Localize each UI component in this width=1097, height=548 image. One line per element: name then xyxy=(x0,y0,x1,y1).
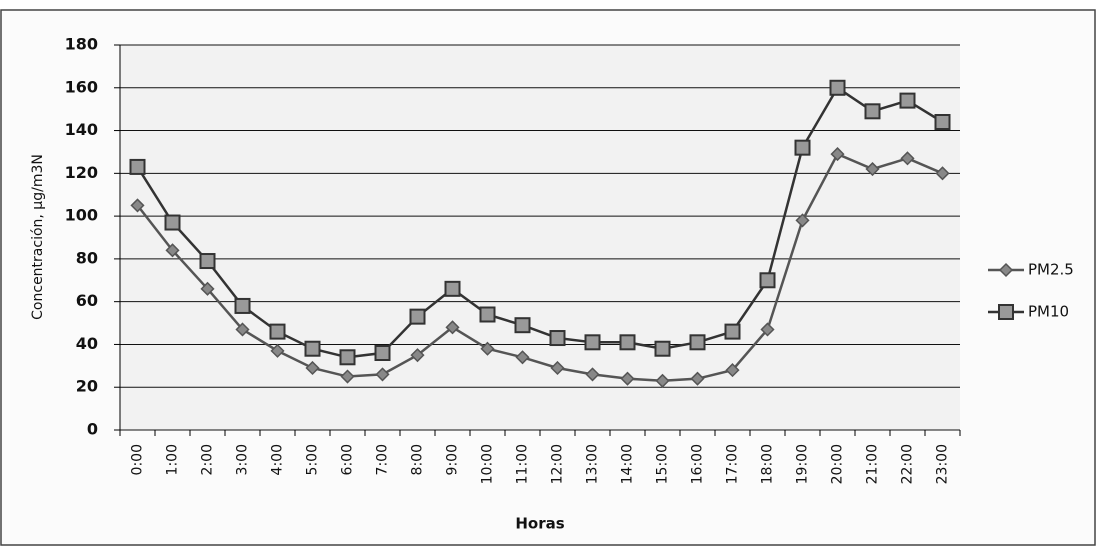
x-tick-label: 21:00 xyxy=(865,444,881,484)
point-marker xyxy=(654,340,671,357)
point-marker xyxy=(340,369,355,384)
point-marker xyxy=(794,139,811,156)
point-marker xyxy=(444,280,461,297)
point-marker xyxy=(760,322,775,337)
y-axis-title: Concentración, µg/m3N xyxy=(30,154,46,320)
point-marker xyxy=(584,334,601,351)
y-tick-label: 20 xyxy=(76,377,98,396)
y-tick-label: 0 xyxy=(87,420,98,439)
point-marker xyxy=(900,151,915,166)
series-line xyxy=(136,152,943,383)
x-tick-label: 12:00 xyxy=(550,444,566,484)
x-tick-label: 9:00 xyxy=(445,444,461,475)
point-marker xyxy=(829,79,846,96)
point-marker xyxy=(130,198,145,213)
point-marker xyxy=(304,340,321,357)
x-axis-title: Horas xyxy=(515,515,564,533)
point-marker xyxy=(235,322,250,337)
point-marker xyxy=(759,272,776,289)
x-tick-label: 18:00 xyxy=(760,444,776,484)
y-tick-label: 120 xyxy=(65,163,98,182)
point-marker xyxy=(935,166,950,181)
legend-label: PM10 xyxy=(1028,303,1069,321)
x-tick-label: 16:00 xyxy=(690,444,706,484)
point-marker xyxy=(864,103,881,120)
point-marker xyxy=(199,253,216,270)
x-tick-label: 14:00 xyxy=(620,444,636,484)
y-tick-label: 160 xyxy=(65,77,98,96)
y-tick-label: 100 xyxy=(65,206,98,225)
x-tick-label: 4:00 xyxy=(270,444,286,475)
point-marker xyxy=(830,147,845,162)
point-marker xyxy=(998,304,1014,320)
point-marker xyxy=(724,323,741,340)
point-marker xyxy=(445,320,460,335)
point-marker xyxy=(305,360,320,376)
y-tick-label: 40 xyxy=(76,334,98,353)
point-marker xyxy=(619,334,636,351)
x-tick-label: 15:00 xyxy=(655,444,671,484)
x-tick-label: 8:00 xyxy=(410,444,426,475)
point-marker xyxy=(269,323,286,340)
point-marker xyxy=(585,367,600,382)
x-tick-label: 23:00 xyxy=(935,444,951,484)
point-marker xyxy=(725,363,740,378)
x-tick-label: 13:00 xyxy=(585,444,601,484)
point-marker xyxy=(689,334,706,351)
point-marker xyxy=(480,341,495,356)
y-tick-label: 60 xyxy=(76,291,98,310)
point-marker xyxy=(200,281,215,296)
x-tick-label: 22:00 xyxy=(900,444,916,484)
point-marker xyxy=(375,367,390,382)
x-tick-label: 11:00 xyxy=(515,444,531,484)
x-tick-label: 3:00 xyxy=(235,444,251,475)
point-marker xyxy=(409,308,426,325)
x-tick-label: 7:00 xyxy=(375,444,391,475)
point-marker xyxy=(998,262,1014,278)
point-marker xyxy=(934,114,951,130)
point-marker xyxy=(479,306,496,323)
y-tick-label: 80 xyxy=(76,248,98,267)
point-marker xyxy=(549,330,566,347)
x-tick-label: 5:00 xyxy=(305,444,321,475)
x-tick-label: 17:00 xyxy=(725,444,741,484)
point-marker xyxy=(129,158,146,175)
point-marker xyxy=(270,343,285,358)
point-marker xyxy=(550,360,565,376)
x-tick-label: 6:00 xyxy=(340,444,356,475)
point-marker xyxy=(410,348,425,363)
point-marker xyxy=(514,317,531,334)
point-marker xyxy=(620,371,635,386)
point-marker xyxy=(234,297,251,314)
y-tick-label: 180 xyxy=(65,35,98,54)
point-marker xyxy=(795,213,810,228)
point-marker xyxy=(899,92,916,109)
y-tick-label: 140 xyxy=(65,120,98,139)
point-marker xyxy=(165,243,180,258)
x-tick-label: 2:00 xyxy=(200,444,216,475)
plot-area xyxy=(120,45,960,430)
point-marker xyxy=(655,373,670,388)
legend-label: PM2.5 xyxy=(1028,261,1074,279)
x-tick-label: 19:00 xyxy=(795,444,811,484)
x-tick-label: 10:00 xyxy=(480,444,496,484)
point-marker xyxy=(515,350,530,365)
point-marker xyxy=(339,349,356,366)
point-marker xyxy=(690,371,705,386)
point-marker xyxy=(164,214,181,231)
point-marker xyxy=(865,161,880,177)
x-tick-label: 20:00 xyxy=(830,444,846,484)
x-tick-label: 1:00 xyxy=(165,444,181,475)
point-marker xyxy=(374,345,391,361)
x-tick-label: 0:00 xyxy=(130,444,146,475)
